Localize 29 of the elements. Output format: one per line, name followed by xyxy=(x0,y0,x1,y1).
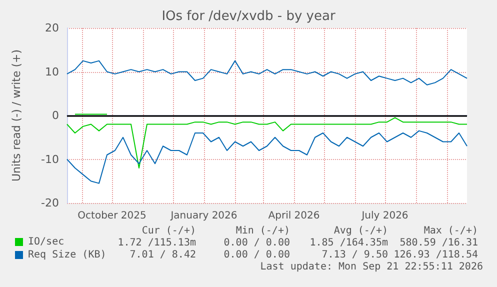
text: 7.13 / 9.50 xyxy=(322,250,388,260)
x-tick-label: January 2026 xyxy=(170,210,238,222)
y-tick-label: 20 xyxy=(45,22,59,34)
text: Min (-/+) xyxy=(236,226,290,236)
y-tick-label: -20 xyxy=(41,196,59,210)
text: 0.00 / 0.00 xyxy=(224,250,290,260)
line-series xyxy=(66,117,468,168)
legend-label: Req Size (KB) xyxy=(28,250,106,260)
text: 1.72 /115.13m xyxy=(118,238,196,248)
text: 0.00 / 0.00 xyxy=(224,238,290,248)
text: 1.85 /164.35m xyxy=(310,238,388,248)
line-series xyxy=(66,60,468,86)
chart-title: IOs for /dev/xvdb - by year xyxy=(162,9,336,24)
text: 580.59 /16.31 xyxy=(400,238,478,248)
x-tick-label: July 2026 xyxy=(360,210,408,222)
y-tick-label: 0 xyxy=(52,109,59,122)
line-series xyxy=(66,130,468,184)
text: Cur (-/+) xyxy=(142,226,196,236)
text: Last update: Mon Sep 21 22:55:11 2026 xyxy=(260,262,483,272)
x-tick-label: April 2026 xyxy=(268,210,320,222)
y-tick-label: -10 xyxy=(41,152,59,166)
text: Max (-/+) xyxy=(424,226,478,236)
x-tick-label: October 2025 xyxy=(78,210,146,222)
text: 7.01 / 8.42 xyxy=(130,250,196,260)
text: 126.93 /118.54 xyxy=(394,250,478,260)
text: Avg (-/+) xyxy=(334,226,388,236)
y-axis-title: Units read (-) / write (+) xyxy=(10,49,23,182)
y-tick-label: 10 xyxy=(45,65,59,78)
legend-label: IO/sec xyxy=(28,236,64,248)
